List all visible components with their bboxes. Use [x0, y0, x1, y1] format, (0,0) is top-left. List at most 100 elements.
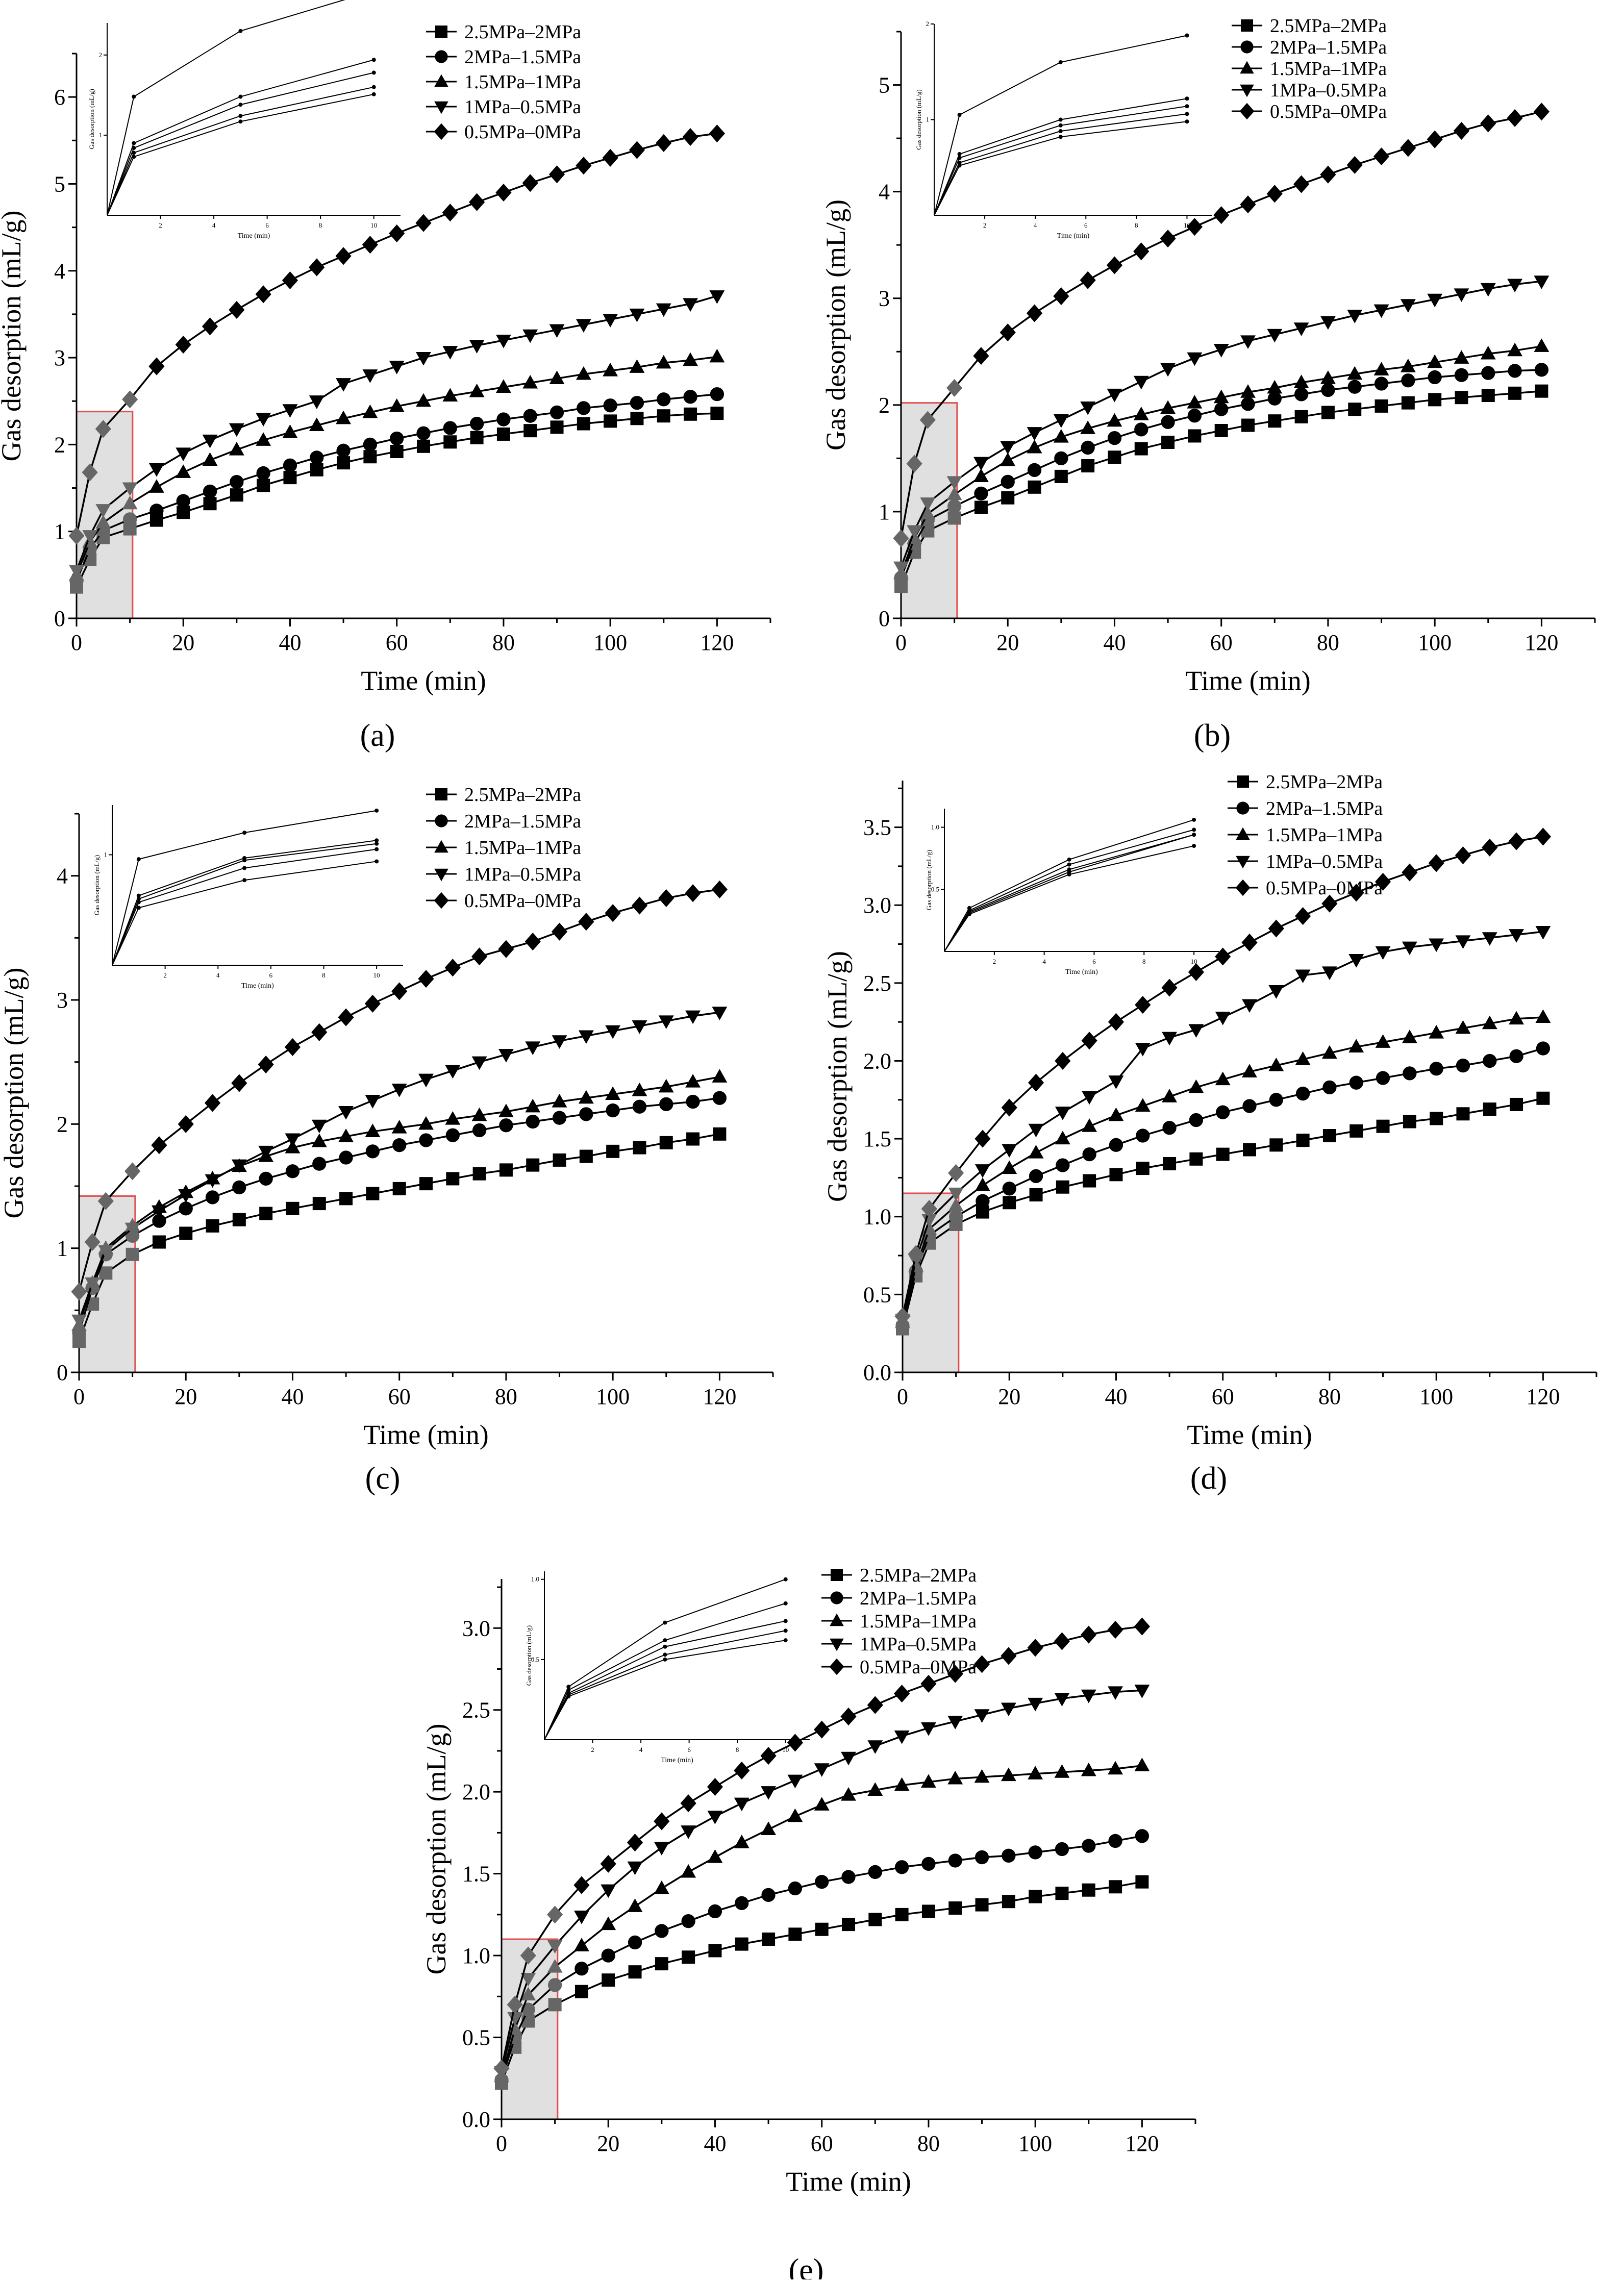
- legend-label-5: 0.5MPa–0MPa: [1270, 101, 1387, 122]
- inset-data-point-s3: [663, 1644, 667, 1649]
- y-tick-label: 5: [54, 171, 65, 196]
- inset-x-tick-label: 8: [1142, 958, 1146, 965]
- x-axis-label: Time (min): [1185, 665, 1311, 696]
- data-point-s2: [947, 499, 962, 514]
- data-point-s4: [95, 504, 111, 518]
- inset-data-point-s5: [374, 808, 379, 813]
- panel-label: (a): [360, 718, 395, 753]
- data-point-s1: [1401, 396, 1415, 410]
- data-point-s3: [1295, 1051, 1311, 1065]
- data-point-s5: [1375, 872, 1391, 891]
- data-point-s3: [176, 464, 191, 478]
- data-point-s2: [1534, 363, 1549, 377]
- data-point-s2: [390, 431, 404, 446]
- data-point-s4: [1108, 1075, 1124, 1089]
- inset-y-axis-label: Gas desorption (mL/g): [88, 89, 95, 149]
- data-point-s4: [683, 298, 698, 312]
- data-point-s5: [1081, 1625, 1097, 1644]
- y-axis-label: Gas desorption (mL/g): [822, 951, 853, 1202]
- data-point-s1: [659, 1136, 673, 1149]
- data-point-s5: [658, 889, 674, 908]
- data-point-s3: [311, 1133, 327, 1147]
- data-point-s4: [498, 1049, 514, 1063]
- data-point-s2: [1483, 1054, 1497, 1068]
- inset-data-point-s4: [136, 893, 141, 898]
- data-point-s3: [549, 370, 565, 385]
- inset-x-axis-label: Time (min): [1057, 232, 1090, 240]
- data-point-s1: [655, 1957, 668, 1971]
- data-point-s3: [1081, 1762, 1096, 1776]
- data-point-s1: [1508, 386, 1522, 400]
- data-point-s3: [445, 1111, 461, 1125]
- x-axis-label: Time (min): [1187, 1419, 1312, 1450]
- data-point-s3: [685, 1074, 701, 1088]
- x-tick-label: 60: [1212, 1384, 1234, 1409]
- legend-label-4: 1MPa–0.5MPa: [464, 96, 581, 118]
- x-tick-label: 60: [386, 630, 408, 655]
- inset-x-tick-label: 2: [163, 971, 167, 979]
- data-point-s2: [948, 1853, 962, 1868]
- data-point-s5: [1053, 287, 1069, 306]
- data-point-s4: [1534, 275, 1550, 289]
- data-point-s5: [1535, 827, 1551, 846]
- data-point-s1: [206, 1219, 219, 1233]
- data-point-s4: [894, 1731, 910, 1744]
- chart-panel-e: 0 20 40 60 80 100 120 0.0 0.5 1.0 1.5 2.0 2.5 3.0 Time…: [398, 1515, 1225, 2282]
- inset-y-tick-label: 2: [926, 20, 930, 28]
- x-tick-label: 120: [700, 630, 734, 655]
- data-point-s4: [205, 1174, 220, 1188]
- data-point-s3: [1454, 350, 1469, 364]
- data-point-s5: [840, 1708, 857, 1726]
- data-point-s3: [1534, 338, 1550, 352]
- y-tick-label: 2.5: [863, 971, 891, 996]
- data-point-s5: [760, 1747, 777, 1765]
- y-axis-label: Gas desorption (mL/g): [421, 1724, 452, 1975]
- data-point-s3: [1187, 395, 1203, 409]
- data-point-s4: [471, 1056, 487, 1070]
- data-point-s1: [443, 435, 457, 449]
- data-point-s4: [658, 1015, 674, 1029]
- inset-series-line-5: [544, 1578, 786, 1740]
- y-tick-label: 5: [879, 73, 890, 98]
- data-point-s5: [1533, 103, 1550, 121]
- data-point-s4: [1295, 969, 1311, 984]
- data-point-s2: [283, 458, 297, 472]
- y-tick-label: 3.5: [863, 815, 891, 840]
- legend-label-5: 0.5MPa–0MPa: [464, 890, 581, 912]
- data-point-s2: [1295, 1086, 1310, 1101]
- data-point-s4: [285, 1133, 301, 1147]
- x-tick-label: 40: [1103, 630, 1126, 655]
- data-point-s4: [605, 1025, 621, 1039]
- data-point-s4: [709, 290, 725, 304]
- inset-x-tick-label: 4: [1034, 221, 1037, 229]
- data-point-s4: [82, 530, 98, 544]
- data-point-s4: [520, 1972, 536, 1987]
- inset-y-tick-label: 1: [104, 850, 108, 858]
- x-tick-label: 100: [1418, 630, 1452, 655]
- data-point-s2: [655, 1924, 669, 1938]
- data-point-s2: [203, 484, 217, 499]
- data-point-s5: [908, 1245, 924, 1263]
- data-point-s4: [549, 324, 565, 338]
- data-point-s3: [656, 355, 671, 369]
- data-point-s5: [1080, 271, 1096, 289]
- data-point-s1: [259, 1207, 273, 1220]
- data-point-s2: [1135, 1829, 1150, 1843]
- x-tick-label: 120: [1125, 2131, 1159, 2156]
- data-point-s5: [175, 335, 191, 354]
- data-point-s4: [151, 1205, 167, 1219]
- x-tick-label: 20: [998, 1384, 1020, 1409]
- legend-marker-4: [434, 101, 448, 114]
- data-point-s5: [906, 455, 922, 473]
- inset-series-line-5: [112, 810, 377, 966]
- data-point-s2: [1029, 1169, 1043, 1184]
- data-point-s2: [1429, 1062, 1443, 1076]
- y-tick-label: 6: [54, 85, 65, 110]
- data-point-s1: [1216, 1147, 1230, 1161]
- y-tick-label: 1.0: [462, 1943, 490, 1968]
- data-point-s2: [686, 1094, 700, 1109]
- data-point-s5: [709, 124, 725, 143]
- data-point-s3: [1134, 1758, 1150, 1771]
- data-point-s4: [1055, 1107, 1070, 1120]
- data-point-s3: [1108, 1761, 1123, 1775]
